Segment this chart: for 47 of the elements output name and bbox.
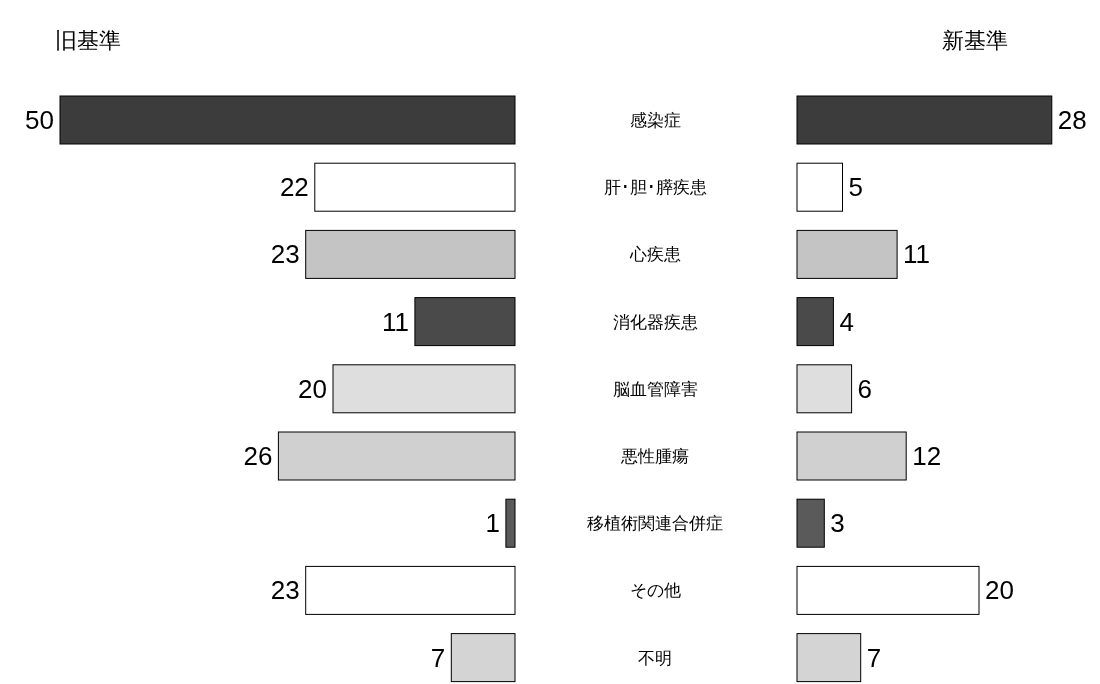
y-tick-label: 心疾患 <box>628 244 681 265</box>
data-label: 22 <box>279 172 309 203</box>
y-tick-label: 移植術関連合併症 <box>587 513 723 534</box>
bar <box>796 431 907 481</box>
bar <box>796 498 825 548</box>
bar <box>59 95 516 145</box>
y-tick-label: その他 <box>629 580 681 601</box>
data-label: 7 <box>866 642 882 673</box>
bar <box>796 364 853 414</box>
data-label: 50 <box>25 105 54 135</box>
data-label: 11 <box>903 239 931 270</box>
data-label: 5 <box>848 172 863 203</box>
bar <box>305 229 516 279</box>
data-label: 23 <box>270 239 300 270</box>
bar <box>796 297 834 347</box>
chart-title: 新基準 <box>942 28 1008 53</box>
data-label: 26 <box>243 441 273 471</box>
bar <box>414 297 516 347</box>
bar <box>796 162 843 212</box>
chart-title: 旧基準 <box>55 28 121 53</box>
bar <box>277 431 516 481</box>
y-tick-label: 不明 <box>638 647 672 668</box>
data-label: 12 <box>912 441 942 471</box>
bar <box>796 95 1053 145</box>
bar <box>796 229 898 279</box>
data-label: 3 <box>830 508 845 539</box>
data-label: 23 <box>270 575 300 606</box>
bar <box>450 633 516 683</box>
bar <box>332 364 516 414</box>
y-tick-label: 感染症 <box>629 110 681 130</box>
data-label: 7 <box>430 642 446 673</box>
y-tick-label: 肝･胆･膵疾患 <box>603 177 707 198</box>
data-label: 20 <box>985 575 1014 606</box>
data-label: 6 <box>857 373 873 404</box>
bar <box>314 162 516 212</box>
data-label: 4 <box>839 306 854 337</box>
y-tick-label: 消化器疾患 <box>612 311 698 332</box>
y-tick-label: 悪性腫瘍 <box>620 446 689 466</box>
y-tick-label: 脳血管障害 <box>612 378 698 399</box>
bar <box>796 633 862 683</box>
data-label: 1 <box>485 508 500 539</box>
data-label: 20 <box>298 373 327 404</box>
bar <box>505 498 516 548</box>
data-label: 28 <box>1057 105 1087 135</box>
bar <box>796 565 980 615</box>
data-label: 11 <box>381 306 409 337</box>
bar <box>305 565 516 615</box>
